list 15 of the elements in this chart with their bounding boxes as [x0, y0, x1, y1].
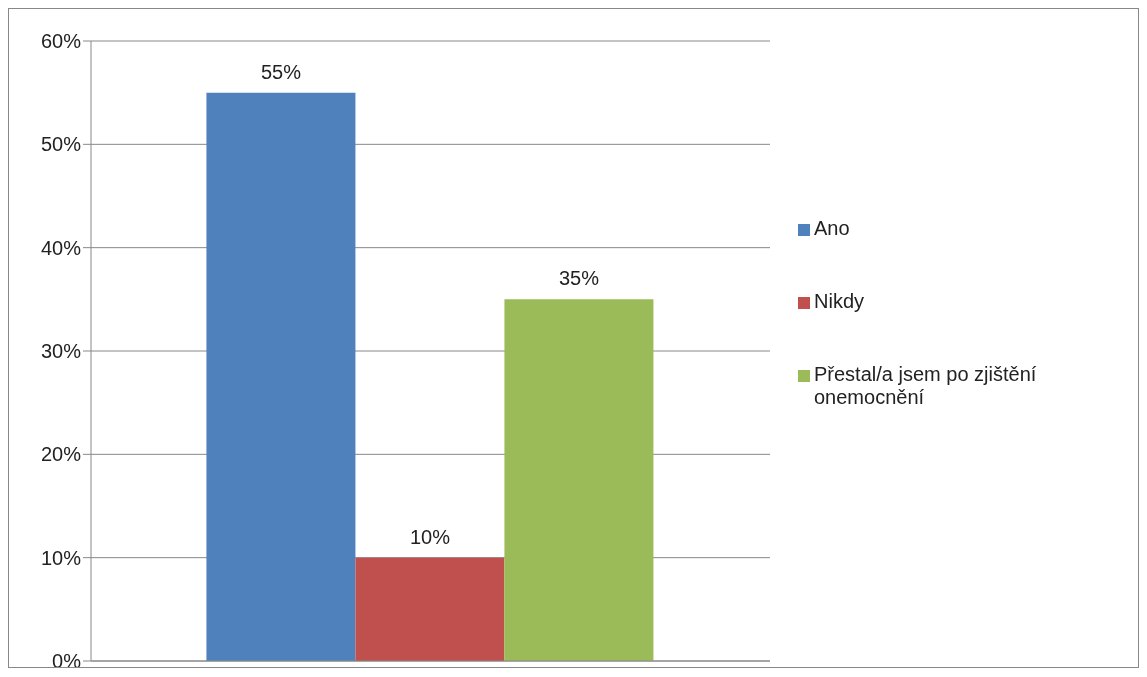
data-label: 35%	[558, 267, 600, 290]
bar	[504, 299, 654, 661]
data-label: 55%	[260, 60, 302, 83]
legend-label: Nikdy	[814, 290, 865, 313]
y-tick-label: 60%	[40, 30, 82, 53]
y-tick-label: 50%	[40, 133, 82, 156]
y-tick-label: 40%	[40, 236, 82, 259]
data-label: 10%	[409, 525, 451, 548]
legend-label: Přestal/a jsem po zjištění onemocnění	[814, 363, 1038, 409]
bar	[355, 557, 505, 661]
y-tick-label: 30%	[40, 340, 82, 363]
legend-label: Ano	[814, 217, 850, 240]
y-tick-label: 20%	[40, 443, 82, 466]
y-tick-label: 10%	[40, 546, 82, 569]
bar	[206, 92, 356, 661]
